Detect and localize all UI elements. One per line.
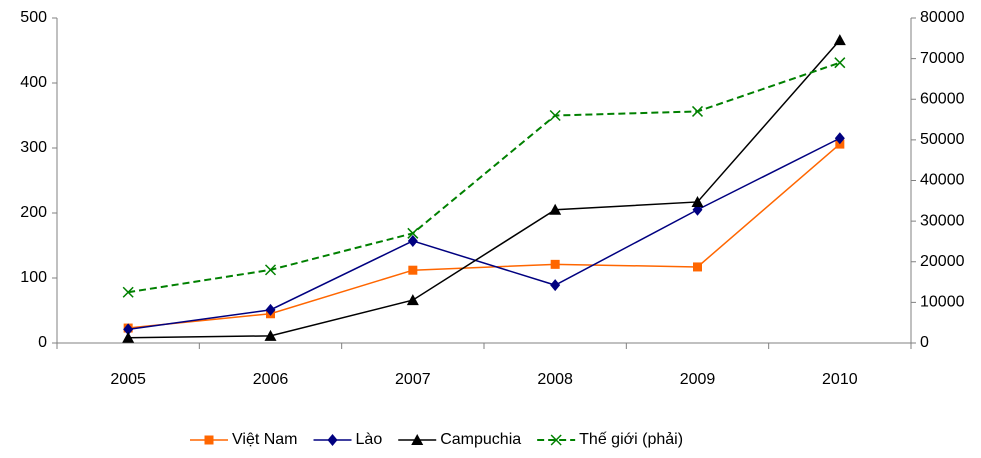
- y2-tick-label: 80000: [920, 9, 965, 26]
- legend-marker: [204, 435, 214, 445]
- y-tick-label: 100: [20, 269, 47, 286]
- legend-marker: [411, 434, 424, 445]
- series-line: [128, 39, 841, 339]
- y-tick-label: 200: [20, 204, 47, 221]
- x-tick-label: 2009: [680, 371, 716, 388]
- series-line: [128, 137, 841, 331]
- x-tick-label: 2008: [537, 371, 573, 388]
- x-tick-label: 2005: [110, 371, 146, 388]
- legend-label: Campuchia: [440, 431, 521, 448]
- legend-label: Lào: [356, 431, 383, 448]
- y2-tick-label: 20000: [920, 253, 965, 270]
- y-tick-label: 400: [20, 74, 47, 91]
- data-point: [834, 57, 846, 69]
- data-point: [691, 195, 704, 207]
- data-point: [549, 109, 561, 122]
- x-tick-label: 2007: [395, 371, 431, 388]
- data-point: [693, 262, 702, 272]
- y-tick-label: 500: [20, 9, 47, 26]
- y2-tick-label: 50000: [920, 131, 965, 148]
- data-point: [549, 203, 562, 215]
- data-point: [122, 286, 134, 298]
- y2-tick-label: 40000: [920, 172, 965, 189]
- legend-label: Thế giới (phải): [579, 431, 683, 448]
- data-point: [406, 294, 419, 306]
- y2-tick-label: 60000: [920, 90, 965, 107]
- data-point: [123, 323, 134, 336]
- data-point: [122, 331, 135, 343]
- y-tick-label: 0: [38, 334, 47, 351]
- data-point: [833, 34, 846, 46]
- legend-marker: [550, 434, 562, 446]
- data-point: [834, 132, 845, 145]
- data-point: [407, 227, 419, 239]
- data-point: [264, 264, 277, 276]
- y2-tick-label: 0: [920, 334, 929, 351]
- series-line: [128, 61, 841, 294]
- data-point: [265, 303, 276, 316]
- data-point: [408, 265, 418, 275]
- data-point: [550, 259, 560, 269]
- data-point: [407, 234, 418, 247]
- data-point: [264, 329, 277, 341]
- y2-tick-label: 10000: [920, 294, 965, 311]
- series-line: [128, 143, 841, 329]
- y2-tick-label: 30000: [920, 212, 965, 229]
- x-tick-label: 2010: [822, 371, 858, 388]
- data-point: [691, 105, 704, 117]
- y-tick-label: 300: [20, 139, 47, 156]
- legend-marker: [327, 434, 338, 446]
- legend: Việt Nam Lào Campuchia Thế giới (phải): [190, 431, 683, 448]
- legend-label: Việt Nam: [232, 431, 298, 448]
- y2-tick-label: 70000: [920, 50, 965, 67]
- data-point: [550, 279, 561, 292]
- x-tick-label: 2006: [253, 371, 289, 388]
